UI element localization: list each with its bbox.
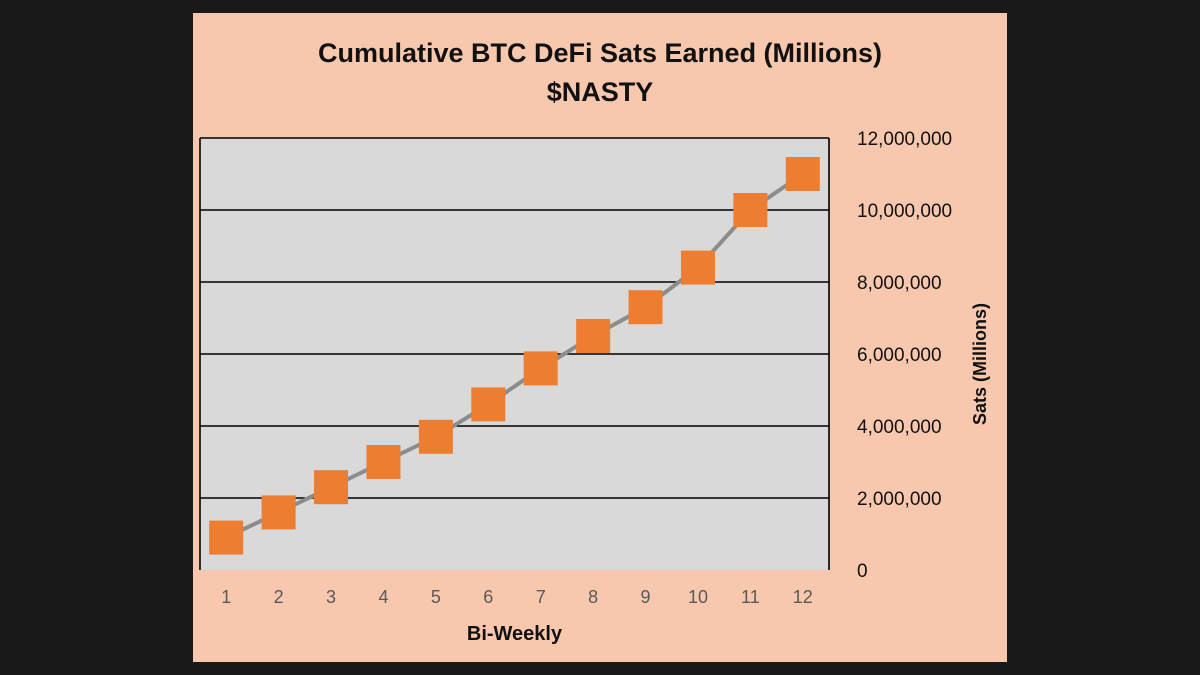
data-point-marker (366, 445, 401, 479)
y-tick-label: 10,000,000 (857, 201, 952, 222)
x-tick-label: 9 (641, 587, 651, 607)
x-tick-label: 1 (221, 587, 231, 607)
x-tick-labels: 1 2 3 4 5 6 7 8 9 10 11 12 (221, 587, 813, 607)
y-tick-label: 8,000,000 (857, 273, 942, 294)
y-axis-label: Sats (Millions) (970, 303, 990, 425)
x-axis-label: Bi-Weekly (467, 623, 563, 645)
x-tick-label: 3 (326, 587, 336, 607)
data-point-marker (680, 250, 715, 285)
data-point-marker (471, 387, 506, 422)
series-markers (209, 157, 820, 555)
data-point-marker (733, 193, 768, 227)
data-point-marker (785, 157, 820, 191)
chart-panel: Cumulative BTC DeFi Sats Earned (Million… (193, 13, 1007, 662)
y-tick-label: 12,000,000 (857, 129, 952, 150)
data-point-marker (261, 495, 296, 530)
x-tick-label: 5 (431, 587, 441, 607)
y-tick-label: 2,000,000 (857, 489, 942, 510)
x-tick-label: 12 (793, 587, 813, 607)
y-tick-label: 0 (857, 561, 868, 582)
data-point-marker (628, 290, 663, 325)
y-tick-label: 4,000,000 (857, 417, 942, 438)
data-point-marker (314, 470, 349, 505)
plot-frame (199, 138, 830, 570)
x-tick-label: 6 (483, 587, 493, 607)
chart-title: Cumulative BTC DeFi Sats Earned (Million… (317, 38, 883, 68)
data-point-marker (523, 351, 558, 386)
y-tick-label: 6,000,000 (857, 345, 942, 366)
gridlines (200, 137, 829, 499)
x-tick-label: 4 (378, 587, 388, 607)
chart-subtitle: $NASTY (546, 77, 654, 107)
x-tick-label: 10 (688, 587, 708, 607)
y-tick-labels: 0 2,000,000 4,000,000 6,000,000 8,000,000 10,… (857, 129, 952, 582)
x-tick-label: 11 (741, 587, 760, 607)
x-tick-label: 7 (536, 587, 546, 607)
x-tick-label: 8 (588, 587, 598, 607)
data-point-marker (418, 419, 453, 454)
x-tick-label: 2 (274, 587, 284, 607)
chart-plot: 0 2,000,000 4,000,000 6,000,000 8,000,000 10,… (199, 129, 990, 645)
data-point-marker (209, 520, 244, 555)
data-point-marker (576, 319, 611, 353)
